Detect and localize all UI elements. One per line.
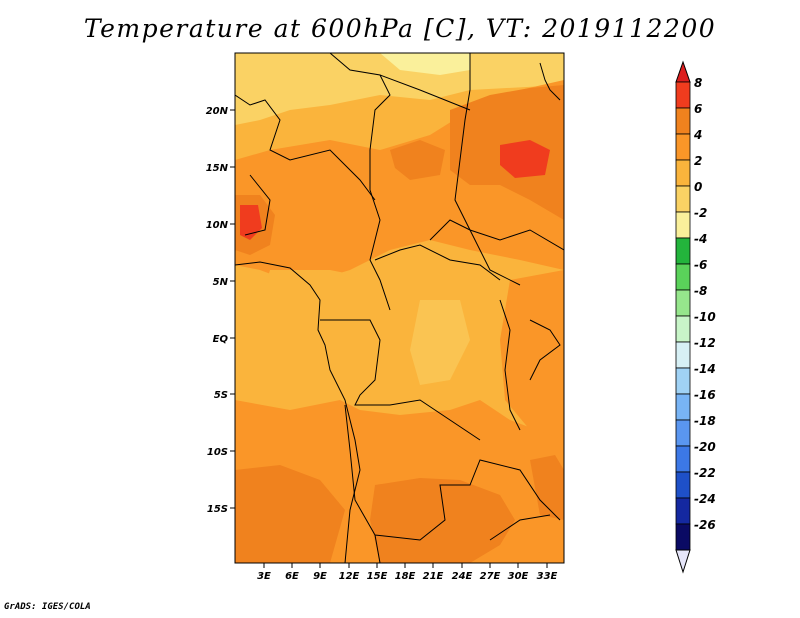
colorbar-swatch bbox=[675, 185, 691, 213]
colorbar-label: -2 bbox=[694, 206, 707, 220]
colorbar-swatch bbox=[675, 367, 691, 395]
colorbar-label: -8 bbox=[694, 284, 707, 298]
colorbar-label: 4 bbox=[693, 128, 702, 142]
lon-label: 24E bbox=[452, 571, 473, 582]
lat-label: 20N bbox=[206, 106, 229, 117]
lat-label: 10N bbox=[206, 220, 229, 231]
colorbar-label: 6 bbox=[694, 102, 702, 116]
colorbar-swatch bbox=[675, 107, 691, 135]
colorbar-label: -26 bbox=[694, 518, 716, 532]
colorbar: 8 6 4 2 0 -2 -4 -6 -8 -10 -12 -14 -16 -18 -20 -22 -24 -26 bbox=[675, 60, 716, 574]
lon-label: 12E bbox=[339, 571, 360, 582]
colorbar-swatch bbox=[675, 81, 691, 109]
colorbar-swatch bbox=[675, 523, 691, 551]
colorbar-label: -12 bbox=[694, 336, 716, 350]
credit-text: GrADS: IGES/COLA bbox=[4, 602, 91, 612]
longitude-axis: 3E 6E 9E 12E 15E 18E 21E 24E 27E 30E 33E bbox=[257, 563, 558, 582]
lat-label: 15S bbox=[207, 504, 228, 515]
lat-label: 15N bbox=[206, 163, 229, 174]
colorbar-swatch bbox=[675, 497, 691, 525]
colorbar-label: -14 bbox=[694, 362, 716, 376]
temperature-field bbox=[235, 53, 564, 563]
lat-label: 10S bbox=[207, 447, 228, 458]
colorbar-swatch bbox=[675, 211, 691, 239]
lon-label: 30E bbox=[508, 571, 529, 582]
lon-label: 21E bbox=[423, 571, 444, 582]
colorbar-label: -10 bbox=[694, 310, 716, 324]
colorbar-label: -4 bbox=[694, 232, 707, 246]
lon-label: 18E bbox=[395, 571, 416, 582]
colorbar-swatch bbox=[675, 133, 691, 161]
colorbar-swatch bbox=[675, 159, 691, 187]
colorbar-bottom-arrow bbox=[675, 549, 691, 574]
lon-label: 33E bbox=[537, 571, 558, 582]
colorbar-label: 2 bbox=[694, 154, 702, 168]
colorbar-swatch bbox=[675, 237, 691, 265]
colorbar-swatch bbox=[675, 419, 691, 447]
lon-label: 27E bbox=[480, 571, 501, 582]
lon-label: 6E bbox=[285, 571, 299, 582]
map-title: Temperature at 600hPa [C], VT: 201911220… bbox=[83, 14, 717, 43]
colorbar-top-arrow bbox=[675, 60, 691, 83]
lon-label: 3E bbox=[257, 571, 271, 582]
colorbar-swatch bbox=[675, 393, 691, 421]
colorbar-swatch bbox=[675, 341, 691, 369]
map-frame bbox=[234, 52, 565, 564]
colorbar-label: 0 bbox=[694, 180, 702, 194]
colorbar-swatch bbox=[675, 289, 691, 317]
lon-label: 15E bbox=[367, 571, 388, 582]
latitude-axis: 20N 15N 10N 5N EQ 5S 10S 15S bbox=[206, 106, 235, 515]
colorbar-label: -18 bbox=[694, 414, 716, 428]
lat-label: 5N bbox=[213, 277, 229, 288]
colorbar-swatch bbox=[675, 263, 691, 291]
colorbar-label: -22 bbox=[694, 466, 716, 480]
lat-label: EQ bbox=[213, 334, 229, 345]
colorbar-label: -6 bbox=[694, 258, 707, 272]
country-borders bbox=[235, 53, 564, 563]
colorbar-label: -24 bbox=[694, 492, 716, 506]
colorbar-label: -16 bbox=[694, 388, 716, 402]
lat-label: 5S bbox=[214, 390, 228, 401]
colorbar-label: 8 bbox=[694, 76, 702, 90]
colorbar-swatch bbox=[675, 445, 691, 473]
colorbar-swatch bbox=[675, 315, 691, 343]
colorbar-swatch bbox=[675, 471, 691, 499]
lon-label: 9E bbox=[313, 571, 327, 582]
colorbar-label: -20 bbox=[694, 440, 716, 454]
